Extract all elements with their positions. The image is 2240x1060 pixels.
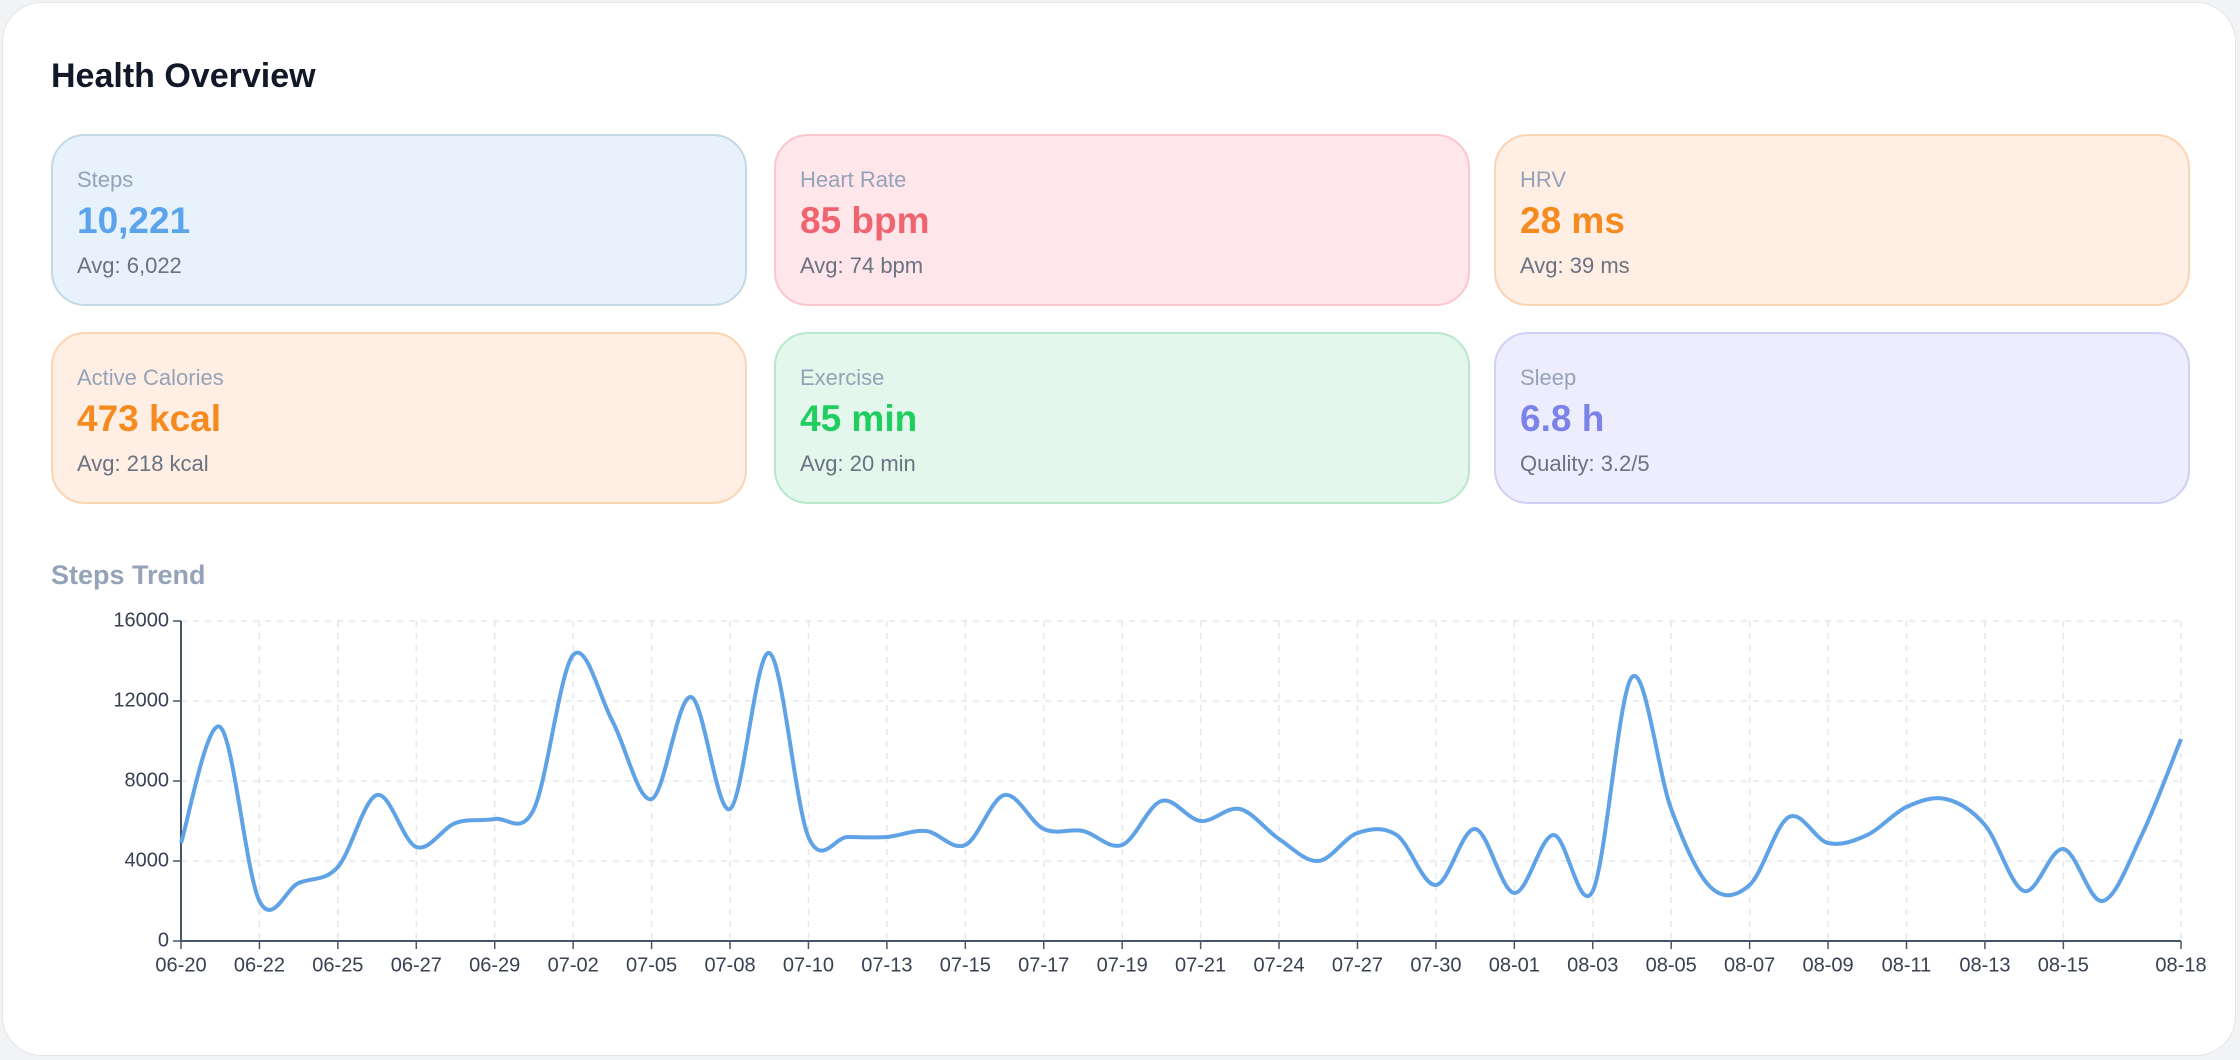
card-value: 473 kcal	[77, 398, 222, 439]
chart-title: Steps Trend	[51, 560, 206, 590]
x-tick-label: 06-20	[155, 954, 206, 976]
x-tick-label: 08-07	[1724, 954, 1775, 976]
x-tick-label: 08-11	[1882, 954, 1932, 976]
card-subtext: Avg: 39 ms	[1520, 253, 1630, 278]
x-tick-label: 06-29	[469, 954, 520, 976]
x-tick-label: 06-25	[312, 954, 363, 976]
x-tick-label: 07-13	[861, 954, 912, 976]
x-tick-label: 07-02	[548, 954, 599, 976]
x-tick-label: 06-22	[234, 954, 285, 976]
metric-card: Sleep 6.8 h Quality: 3.2/5	[1494, 332, 2190, 504]
card-value: 85 bpm	[800, 200, 930, 241]
card-subtext: Avg: 20 min	[800, 451, 916, 476]
chart: Steps Trend 0 4000 8000 12000 16000 06-20 06-2…	[51, 560, 2207, 976]
card-label: Steps	[77, 167, 134, 192]
x-tick-label: 07-30	[1410, 954, 1461, 976]
card-subtext: Avg: 6,022	[77, 253, 182, 278]
metric-card: Exercise 45 min Avg: 20 min	[774, 332, 1470, 504]
x-tick-label: 08-13	[1959, 954, 2010, 976]
x-tick-label: 08-15	[2038, 954, 2089, 976]
x-tick-label: 07-15	[940, 954, 991, 976]
card-subtext: Quality: 3.2/5	[1520, 451, 1650, 476]
card-value: 6.8 h	[1520, 398, 1605, 439]
x-tick-label: 07-10	[783, 954, 834, 976]
card-value: 10,221	[77, 200, 191, 241]
card-label: Heart Rate	[800, 167, 907, 192]
x-tick-label: 08-05	[1646, 954, 1697, 976]
metric-card: Steps 10,221 Avg: 6,022	[51, 134, 747, 306]
x-tick-label: 08-18	[2155, 954, 2206, 976]
x-tick-label: 08-09	[1802, 954, 1853, 976]
x-tick-label: 07-27	[1332, 954, 1383, 976]
card-value: 28 ms	[1520, 200, 1625, 241]
card-label: Exercise	[800, 365, 885, 390]
x-tick-label: 07-08	[704, 954, 755, 976]
x-tick-label: 07-24	[1253, 954, 1304, 976]
y-tick-label: 8000	[125, 769, 170, 791]
x-tick-label: 07-19	[1097, 954, 1148, 976]
metric-card: HRV 28 ms Avg: 39 ms	[1494, 134, 2190, 306]
steps-line	[179, 650, 2183, 912]
card-label: Sleep	[1520, 365, 1577, 390]
y-tick-label: 12000	[113, 689, 169, 711]
metric-card: Active Calories 473 kcal Avg: 218 kcal	[51, 332, 747, 504]
card-subtext: Avg: 74 bpm	[800, 253, 924, 278]
x-tick-label: 08-01	[1489, 954, 1540, 976]
x-tick-label: 07-17	[1018, 954, 1069, 976]
y-tick-label: 0	[158, 929, 169, 951]
y-tick-label: 4000	[125, 849, 170, 871]
card-label: HRV	[1520, 167, 1567, 192]
x-tick-label: 08-03	[1567, 954, 1618, 976]
page-title: Health Overview	[51, 57, 316, 95]
x-tick-label: 06-27	[391, 954, 442, 976]
card-subtext: Avg: 218 kcal	[77, 451, 209, 476]
x-tick-label: 07-05	[626, 954, 677, 976]
y-tick-label: 16000	[113, 609, 169, 631]
metric-card: Heart Rate 85 bpm Avg: 74 bpm	[774, 134, 1470, 306]
card-label: Active Calories	[77, 365, 224, 390]
x-tick-label: 07-21	[1175, 954, 1226, 976]
card-value: 45 min	[800, 398, 918, 439]
